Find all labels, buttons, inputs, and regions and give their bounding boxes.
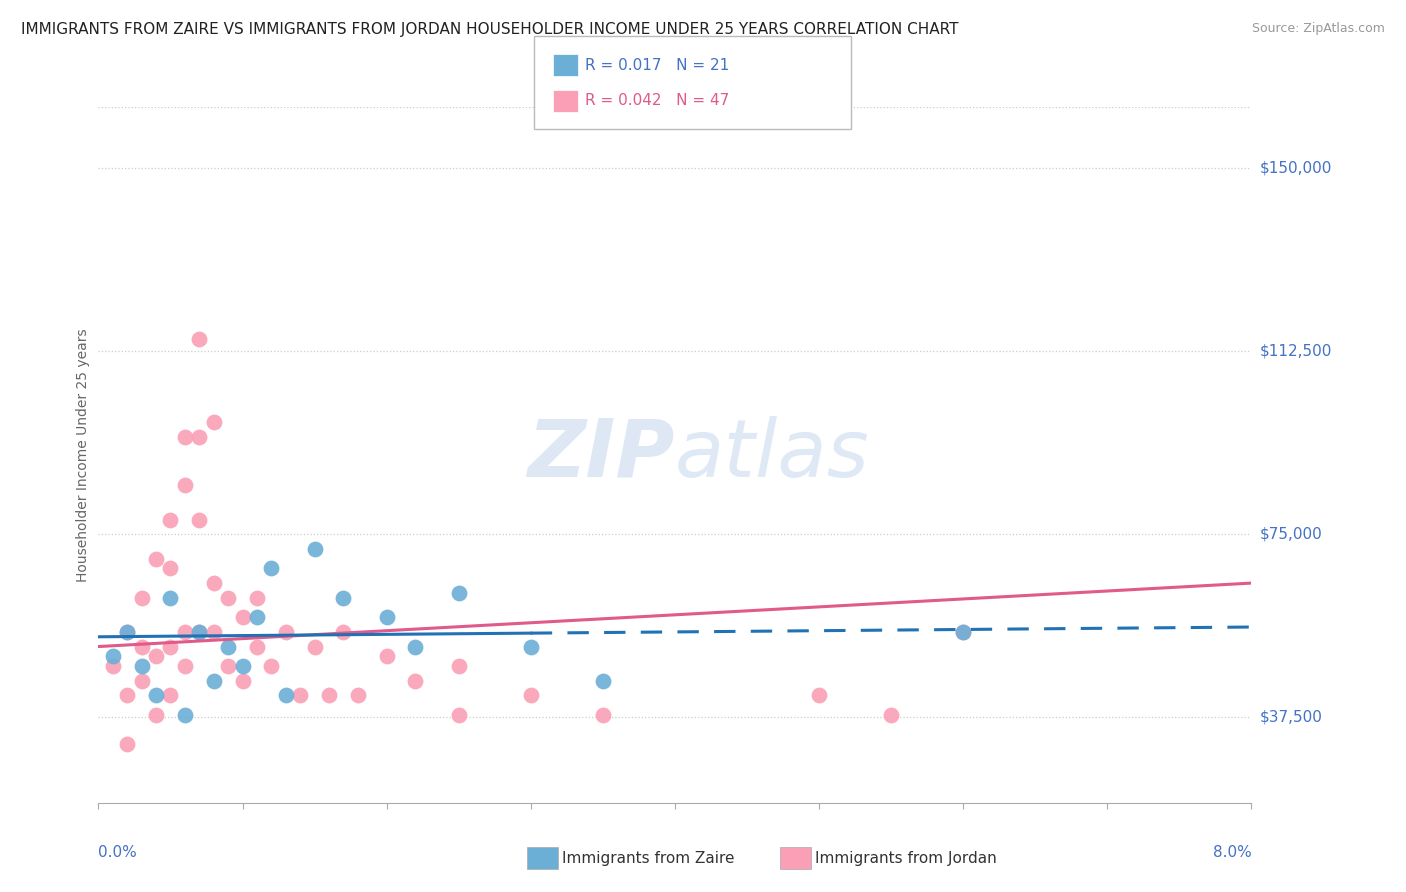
Point bbox=[231, 610, 254, 624]
Point bbox=[202, 576, 225, 591]
Point bbox=[159, 513, 181, 527]
Point bbox=[246, 640, 269, 654]
Text: $37,500: $37,500 bbox=[1260, 710, 1323, 725]
Point bbox=[188, 624, 211, 639]
Point bbox=[174, 659, 197, 673]
Point bbox=[202, 673, 225, 688]
Point bbox=[274, 689, 297, 703]
Point bbox=[202, 624, 225, 639]
Point bbox=[592, 673, 614, 688]
Point bbox=[519, 640, 541, 654]
Point bbox=[145, 551, 167, 566]
Point bbox=[145, 707, 167, 722]
Point bbox=[101, 649, 124, 664]
Point bbox=[405, 673, 427, 688]
Point bbox=[188, 429, 211, 443]
Point bbox=[246, 610, 269, 624]
Point bbox=[217, 591, 239, 605]
Point bbox=[117, 624, 138, 639]
Point bbox=[274, 624, 297, 639]
Point bbox=[131, 640, 153, 654]
Point bbox=[246, 591, 269, 605]
Point bbox=[117, 689, 138, 703]
Point bbox=[332, 591, 354, 605]
Point bbox=[304, 640, 326, 654]
Point bbox=[159, 640, 181, 654]
Point bbox=[447, 707, 470, 722]
Point bbox=[231, 659, 254, 673]
Point bbox=[592, 707, 614, 722]
Point bbox=[290, 689, 312, 703]
Point bbox=[332, 624, 354, 639]
Point bbox=[375, 649, 398, 664]
Point bbox=[952, 624, 974, 639]
Point bbox=[260, 659, 283, 673]
Text: Source: ZipAtlas.com: Source: ZipAtlas.com bbox=[1251, 22, 1385, 36]
Point bbox=[217, 659, 239, 673]
Point bbox=[174, 478, 197, 492]
Point bbox=[188, 332, 211, 346]
Text: Immigrants from Jordan: Immigrants from Jordan bbox=[815, 851, 997, 865]
Text: IMMIGRANTS FROM ZAIRE VS IMMIGRANTS FROM JORDAN HOUSEHOLDER INCOME UNDER 25 YEAR: IMMIGRANTS FROM ZAIRE VS IMMIGRANTS FROM… bbox=[21, 22, 959, 37]
Text: R = 0.017   N = 21: R = 0.017 N = 21 bbox=[585, 58, 730, 72]
Point bbox=[375, 610, 398, 624]
Point bbox=[159, 689, 181, 703]
Text: $112,500: $112,500 bbox=[1260, 343, 1331, 359]
Point bbox=[519, 689, 541, 703]
Point bbox=[159, 591, 181, 605]
Point bbox=[346, 689, 368, 703]
Point bbox=[202, 415, 225, 429]
Text: $150,000: $150,000 bbox=[1260, 161, 1331, 176]
Text: $75,000: $75,000 bbox=[1260, 527, 1323, 541]
Point bbox=[260, 561, 283, 575]
Point bbox=[117, 737, 138, 751]
Point bbox=[880, 707, 903, 722]
Point bbox=[231, 673, 254, 688]
Point bbox=[145, 689, 167, 703]
Point bbox=[174, 429, 197, 443]
Text: 0.0%: 0.0% bbox=[98, 845, 138, 860]
Text: 8.0%: 8.0% bbox=[1212, 845, 1251, 860]
Point bbox=[447, 659, 470, 673]
Point bbox=[101, 659, 124, 673]
Point bbox=[188, 513, 211, 527]
Point bbox=[447, 586, 470, 600]
Text: Immigrants from Zaire: Immigrants from Zaire bbox=[562, 851, 735, 865]
Point bbox=[131, 659, 153, 673]
Point bbox=[174, 624, 197, 639]
Point bbox=[405, 640, 427, 654]
Point bbox=[807, 689, 830, 703]
Point bbox=[131, 591, 153, 605]
Point bbox=[174, 707, 197, 722]
Y-axis label: Householder Income Under 25 years: Householder Income Under 25 years bbox=[76, 328, 90, 582]
Point bbox=[117, 624, 138, 639]
Point bbox=[318, 689, 340, 703]
Text: ZIP: ZIP bbox=[527, 416, 675, 494]
Point bbox=[188, 624, 211, 639]
Point bbox=[304, 541, 326, 556]
Point bbox=[145, 649, 167, 664]
Point bbox=[159, 561, 181, 575]
Point bbox=[952, 624, 974, 639]
Point bbox=[131, 673, 153, 688]
Point bbox=[217, 640, 239, 654]
Text: R = 0.042   N = 47: R = 0.042 N = 47 bbox=[585, 94, 730, 108]
Text: atlas: atlas bbox=[675, 416, 870, 494]
